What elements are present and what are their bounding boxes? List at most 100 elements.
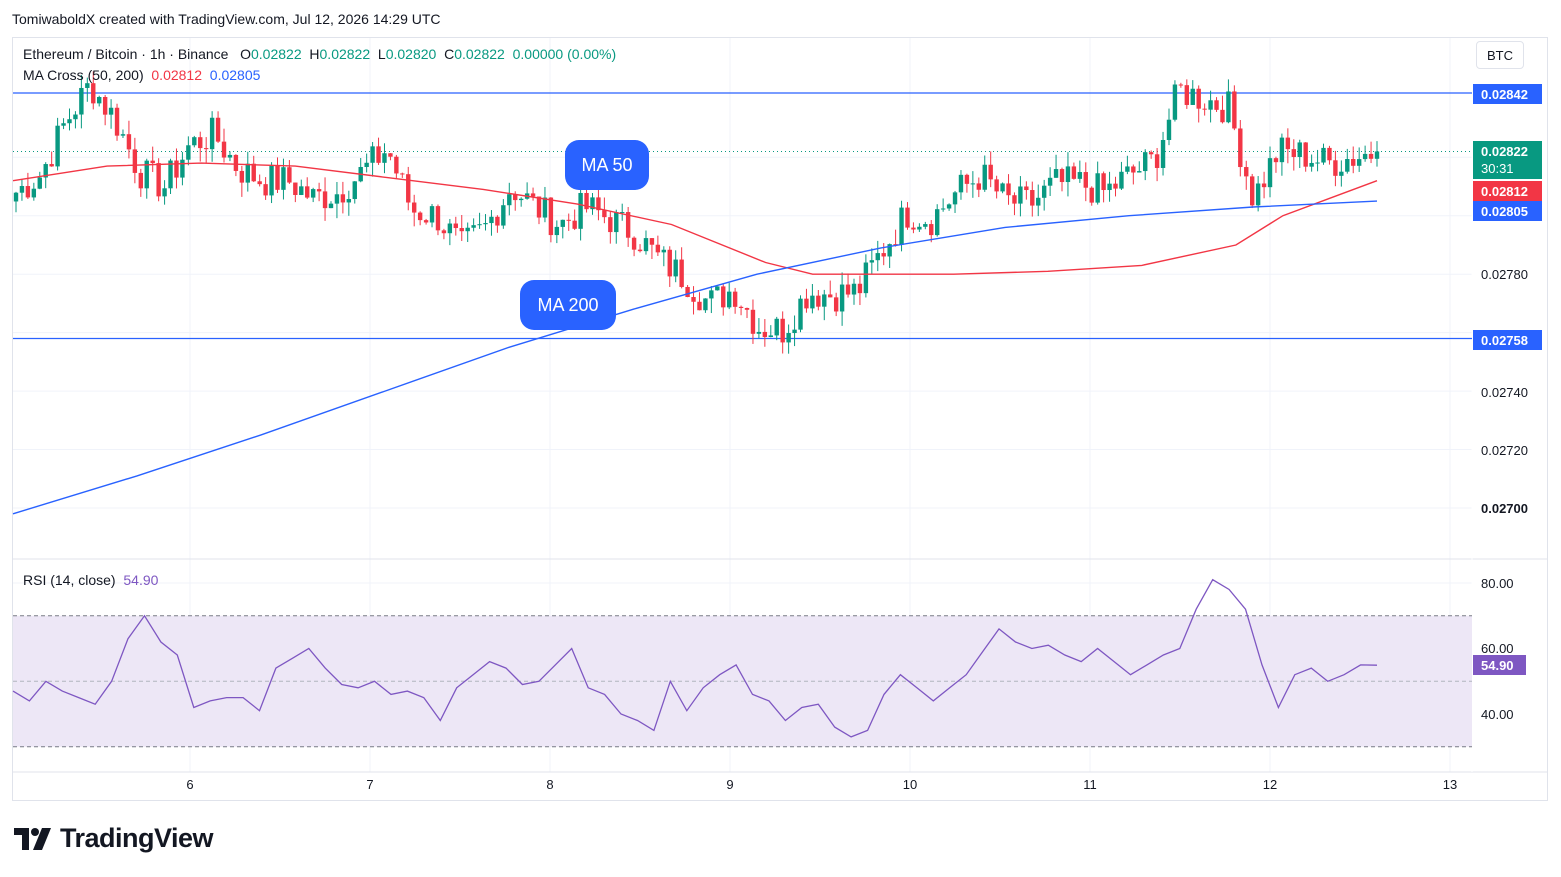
candle-body [1024,186,1029,191]
candle-body [637,249,643,252]
candle-body [828,294,833,298]
ma200-annotation: MA 200 [520,280,616,330]
candle-body [566,219,571,221]
candle-body [602,210,607,218]
candle-body [299,186,304,195]
candle-body [13,192,19,202]
time-tick: 6 [186,777,194,792]
candle-body [709,290,714,299]
candle-body [816,295,821,307]
candle-body [1107,183,1112,191]
candle-body [768,335,773,338]
candle-body [649,238,655,245]
rsi-line [12,578,1378,738]
candle-body [661,249,667,253]
candle-body [364,162,369,167]
candle-body [917,226,922,230]
candle-body [1345,159,1350,172]
candle-body [1208,100,1213,110]
ma-cross-label: MA Cross (50, 200) [23,67,144,83]
candle-body [554,226,560,236]
candle-body [1244,167,1249,177]
candle-body [394,156,399,174]
candle-body [1143,152,1148,172]
candle-body [1273,158,1279,163]
candle-body [132,149,138,173]
candle-body [108,107,114,115]
candle-body [513,194,518,201]
candle-body [1374,151,1380,159]
time-tick: 9 [726,777,734,792]
candle-body [1339,171,1344,176]
candle-body [1285,137,1291,150]
currency-button[interactable]: BTC [1476,41,1524,69]
candle-body [1362,153,1368,160]
candle-body [923,224,928,227]
rsi-tick: 80.00 [1481,576,1514,591]
candle-body [1030,190,1035,206]
candle-body [691,297,696,302]
candle-body [1249,176,1255,206]
candle-body [655,244,661,253]
candle-body [1006,183,1011,196]
candle-body [471,225,476,228]
open-value: 0.02822 [251,46,302,62]
candle-body [738,306,744,308]
candle-body [732,291,738,307]
candle-body [477,224,482,226]
candle-body [1214,100,1219,110]
ma50-price-tag: 0.02812 [1473,181,1542,201]
candle-body [1356,159,1362,166]
candle-body [976,183,982,190]
bar-countdown: 30:31 [1481,161,1514,176]
ma50-legend-value: 0.02812 [151,67,202,83]
rsi-value-tag: 54.90 [1473,655,1526,675]
candle-body [150,160,155,164]
candle-body [804,298,809,309]
candle-body [810,295,815,309]
candle-body [578,192,583,229]
candle-body [215,117,221,142]
candle-body [352,181,357,200]
candle-body [1315,162,1320,164]
ma200-price-tag: 0.02805 [1473,201,1542,221]
candle-body [786,333,791,343]
candle-body [310,189,316,198]
candle-body [1327,147,1332,161]
candle-body [774,318,779,336]
candle-body [548,197,554,236]
candle-body [1077,172,1083,179]
candle-body [715,286,720,291]
candle-body [1089,187,1094,203]
candle-body [174,160,179,178]
candle-body [61,123,66,126]
candle-body [1238,128,1243,168]
candle-body [97,96,102,104]
candle-body [542,197,548,218]
chart-frame [12,37,1548,801]
candle-body [518,198,524,201]
candle-body [1012,195,1017,204]
candle-body [49,164,54,167]
candle-body [233,154,239,171]
candle-body [209,117,215,150]
candle-body [988,164,993,180]
candle-body [91,83,96,104]
candle-body [1119,171,1124,189]
candle-body [417,212,423,221]
low-label: L [377,46,386,62]
candle-body [590,197,595,210]
candle-body [316,189,322,192]
candle-body [744,307,750,310]
candle-body [946,204,952,209]
candle-body [138,172,144,189]
rsi-legend: RSI (14, close) 54.90 [23,572,158,588]
candle-body [1065,166,1071,183]
candle-body [1368,153,1374,159]
candle-body [1196,88,1201,109]
candle-body [792,329,797,334]
candle-body [1190,88,1195,105]
last-price-tag: 0.02822 30:31 [1473,141,1542,179]
price-tick: 0.02700 [1481,501,1528,516]
